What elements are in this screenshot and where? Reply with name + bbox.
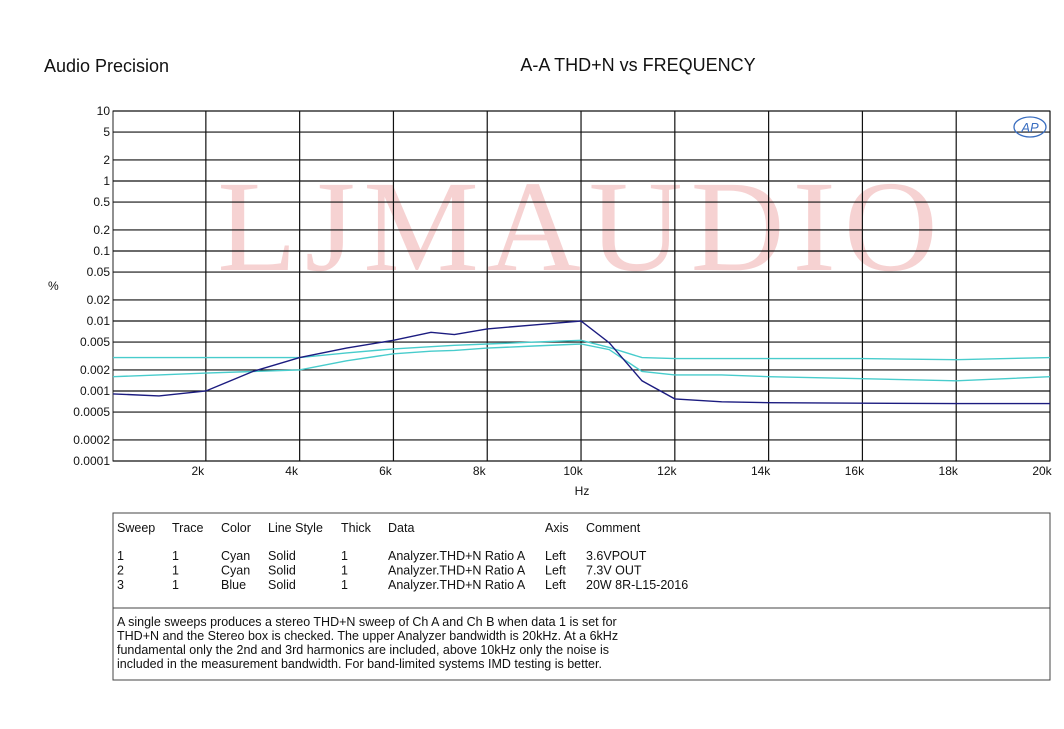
legend-entry: 20W 8R-L15-2016 [586, 578, 688, 592]
table-cell: Left [545, 564, 566, 578]
x-tick-label: 10k [563, 464, 583, 478]
chart-title: A-A THD+N vs FREQUENCY [520, 55, 755, 75]
x-tick-label: 2k [192, 464, 206, 478]
table-header: Line Style [268, 521, 323, 535]
table-cell: 3 [117, 578, 124, 592]
table-cell: 1 [341, 564, 348, 578]
table-cell: Blue [221, 578, 246, 592]
plot: LJMAUDIO 10 5 2 1 0.5 0.2 0.1 0.05 0.02 0.01 0.005 0… [48, 104, 1053, 498]
x-tick-label: 20k [1032, 464, 1052, 478]
table-box [112, 512, 1051, 681]
ap-logo: AP [1013, 116, 1047, 138]
table-cell: Solid [268, 549, 296, 563]
y-tick-label: 10 [97, 104, 111, 118]
y-axis-label: % [48, 279, 59, 293]
y-tick-label: 0.0001 [73, 454, 110, 468]
table-header: Color [221, 521, 251, 535]
table-cell: 1 [341, 549, 348, 563]
table-header: Sweep [117, 521, 155, 535]
table-cell: 2 [117, 564, 124, 578]
table-cell: Analyzer.THD+N Ratio A [388, 549, 526, 563]
x-tick-label: 16k [845, 464, 865, 478]
table-cell: 1 [117, 549, 124, 563]
table-cell: Solid [268, 578, 296, 592]
table-cell: Solid [268, 564, 296, 578]
y-tick-label: 0.5 [93, 195, 110, 209]
series-line [112, 320, 1050, 405]
y-tick-label: 0.1 [93, 244, 110, 258]
y-tick-label: 0.2 [93, 223, 110, 237]
watermark: LJMAUDIO [217, 155, 945, 299]
y-tick-label: 0.001 [80, 384, 110, 398]
y-tick-label: 0.05 [87, 265, 111, 279]
table-cell: Cyan [221, 549, 250, 563]
y-tick-label: 2 [103, 153, 110, 167]
table-cell: 1 [341, 578, 348, 592]
x-tick-label: 12k [657, 464, 677, 478]
legend-entry: 3.6VPOUT [586, 549, 647, 563]
brand: Audio Precision [44, 56, 169, 76]
y-tick-label: 5 [103, 125, 110, 139]
table-header: Trace [172, 521, 204, 535]
table-header: Data [388, 521, 414, 535]
x-tick-label: 8k [473, 464, 487, 478]
table-cell: 1 [172, 578, 179, 592]
note-line: THD+N and the Stereo box is checked. The… [117, 629, 618, 643]
x-tick-label: 6k [379, 464, 393, 478]
note-line: A single sweeps produces a stereo THD+N … [117, 615, 617, 629]
series-line [112, 343, 1051, 382]
y-tick-label: 0.0002 [73, 433, 110, 447]
legend-entry: 7.3V OUT [586, 564, 642, 578]
x-tick-label: 4k [285, 464, 299, 478]
table-cell: Cyan [221, 564, 250, 578]
y-tick-label: 0.01 [87, 314, 111, 328]
svg-text:AP: AP [1020, 120, 1039, 135]
table-cell: Left [545, 549, 566, 563]
note-line: included in the measurement bandwidth. F… [117, 657, 602, 671]
note-line: fundamental only the 2nd and 3rd harmoni… [117, 643, 609, 657]
table-cell: 1 [172, 549, 179, 563]
y-tick-label: 1 [103, 174, 110, 188]
y-tick-label: 0.0005 [73, 405, 110, 419]
y-tick-label: 0.002 [80, 363, 110, 377]
table-cell: 1 [172, 564, 179, 578]
y-tick-label: 0.005 [80, 335, 110, 349]
series-line [113, 339, 1051, 361]
y-tick-label: 0.02 [87, 293, 111, 307]
table-cell: Analyzer.THD+N Ratio A [388, 564, 526, 578]
x-axis-label: Hz [575, 484, 590, 498]
table-header: Comment [586, 521, 641, 535]
x-tick-label: 14k [751, 464, 771, 478]
table-header: Thick [341, 521, 372, 535]
table-cell: Analyzer.THD+N Ratio A [388, 578, 526, 592]
table-header: Axis [545, 521, 569, 535]
sweep-table: Sweep Trace Color Line Style Thick Data Axis Co… [117, 521, 688, 671]
table-cell: Left [545, 578, 566, 592]
x-tick-label: 18k [939, 464, 959, 478]
